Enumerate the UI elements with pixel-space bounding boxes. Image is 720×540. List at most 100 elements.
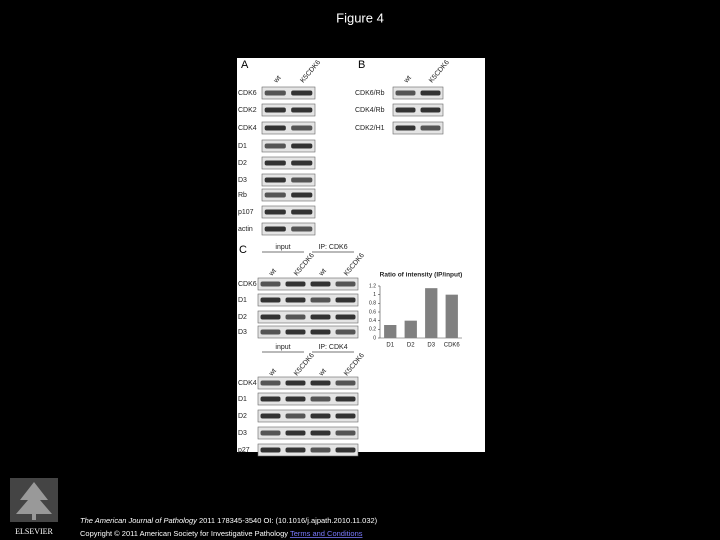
y-tick-label: 0.8 [369, 301, 376, 307]
band [264, 90, 286, 96]
row-label: CDK2/H1 [355, 125, 385, 132]
band [285, 329, 306, 335]
band [260, 329, 281, 335]
band [395, 90, 416, 96]
row-label: D2 [238, 413, 247, 420]
row-label: Rb [238, 192, 247, 199]
x-tick-label: CDK6 [444, 343, 461, 349]
row-label: D3 [238, 329, 247, 336]
blot-strip [261, 156, 316, 170]
band [260, 413, 281, 419]
band [420, 107, 441, 113]
y-tick-label: 0.4 [369, 318, 376, 324]
band [310, 281, 331, 287]
band [291, 143, 313, 149]
blot-strip [257, 293, 359, 307]
band [310, 396, 331, 402]
band [291, 160, 313, 166]
blot-strip [257, 409, 359, 423]
band [264, 209, 286, 215]
row-label: CDK4 [238, 125, 257, 132]
y-tick-label: 0.6 [369, 309, 376, 315]
blot-strip [261, 139, 316, 153]
band [335, 297, 356, 303]
band [264, 177, 286, 183]
band [260, 281, 281, 287]
band [335, 396, 356, 402]
journal: The American Journal of Pathology [80, 516, 198, 525]
band [310, 380, 331, 386]
group-label: IP: CDK4 [318, 344, 347, 351]
band [291, 192, 313, 198]
copyright-text: Copyright © 2011 American Society for In… [80, 529, 290, 538]
blot-strip [261, 188, 316, 202]
lane-label: wt [267, 368, 278, 379]
row-label: CDK2 [238, 107, 257, 114]
band [335, 413, 356, 419]
band [310, 447, 331, 453]
band [335, 314, 356, 320]
band [291, 90, 313, 96]
x-tick-label: D1 [386, 343, 394, 349]
blot-strip [257, 426, 359, 440]
copyright: Copyright © 2011 American Society for In… [80, 529, 363, 538]
band [260, 314, 281, 320]
row-label: D2 [238, 160, 247, 167]
x-tick-label: D2 [407, 343, 415, 349]
band [264, 125, 286, 131]
band [310, 314, 331, 320]
band [260, 297, 281, 303]
blot-strip [392, 103, 444, 117]
band [285, 430, 306, 436]
band [285, 281, 306, 287]
band [264, 160, 286, 166]
band [260, 430, 281, 436]
band [420, 125, 441, 131]
bar [404, 320, 417, 338]
band [310, 297, 331, 303]
band [395, 107, 416, 113]
y-tick-label: 1.2 [369, 283, 376, 289]
group-label: input [275, 344, 290, 351]
panel-letter: B [358, 59, 365, 71]
publisher-logo [10, 478, 58, 522]
citation-details: 2011 178345-3540 OI: (10.1016/j.ajpath.2… [197, 516, 378, 525]
blot-strip [257, 443, 359, 457]
blot-strip [392, 121, 444, 135]
row-label: CDK4/Rb [355, 107, 385, 114]
band [285, 314, 306, 320]
row-label: CDK6/Rb [355, 90, 385, 97]
blot-strip [261, 86, 316, 100]
publisher-name: ELSEVIER [15, 527, 53, 536]
band [335, 380, 356, 386]
panel-letter: A [241, 59, 249, 71]
band [291, 125, 313, 131]
band [310, 430, 331, 436]
band [264, 192, 286, 198]
band [291, 107, 313, 113]
bar [445, 294, 458, 338]
terms-link[interactable]: Terms and Conditions [290, 529, 363, 538]
bar [384, 325, 397, 338]
y-tick-label: 0.2 [369, 327, 376, 333]
band [285, 297, 306, 303]
band [260, 396, 281, 402]
panel-letter: C [239, 244, 247, 256]
y-tick-label: 1 [373, 292, 376, 298]
band [264, 226, 286, 232]
band [260, 380, 281, 386]
lane-label: wt [267, 268, 278, 279]
blot-strip [257, 277, 359, 291]
y-tick-label: 0 [373, 335, 376, 341]
slide-title: Figure 4 [336, 10, 384, 25]
blot-strip [257, 392, 359, 406]
x-tick-label: D3 [427, 343, 435, 349]
row-label: D3 [238, 430, 247, 437]
lane-label: wt [317, 368, 328, 379]
blot-strip [257, 325, 359, 339]
blot-strip [257, 310, 359, 324]
blot-strip [261, 103, 316, 117]
band [335, 430, 356, 436]
